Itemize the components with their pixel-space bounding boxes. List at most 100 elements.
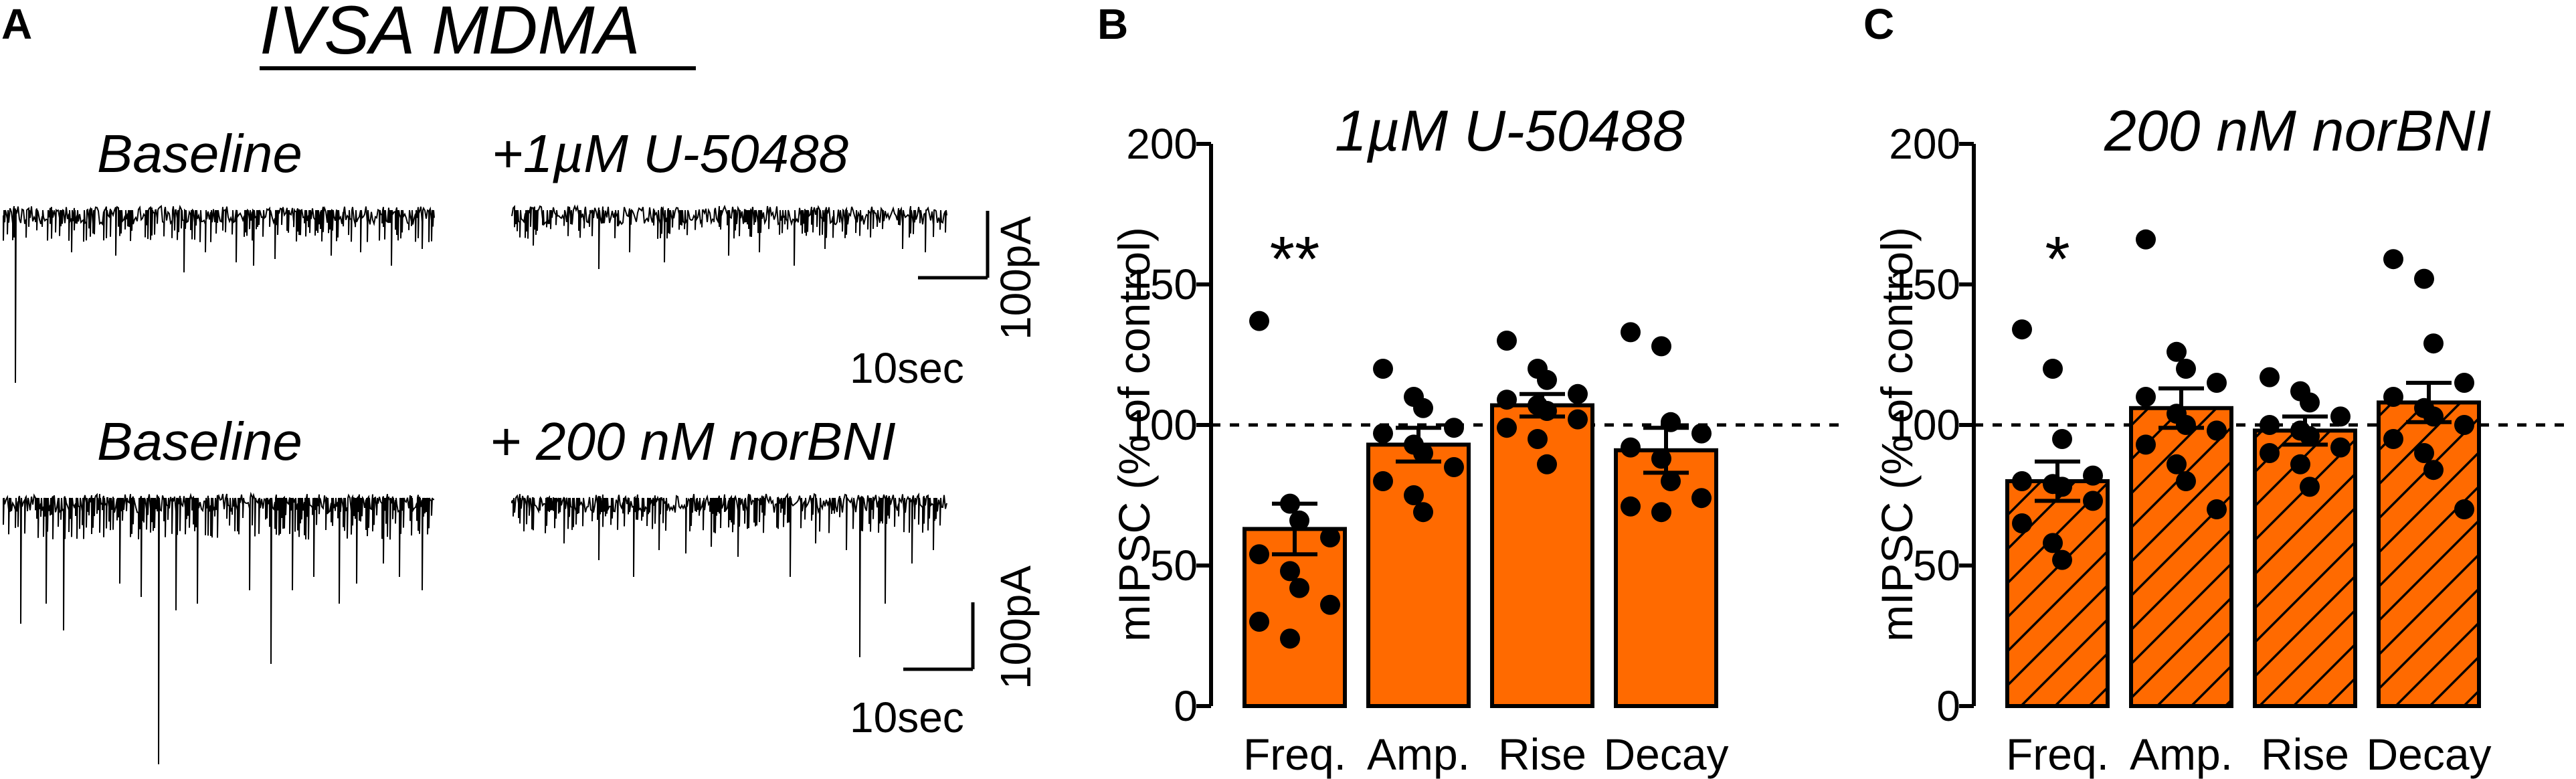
data-point	[2330, 406, 2351, 427]
data-point	[1528, 429, 1548, 449]
data-point	[2176, 415, 2196, 435]
data-point	[2207, 420, 2227, 441]
y-tick-label: 100	[1889, 401, 1960, 449]
category-label: Decay	[2366, 729, 2491, 779]
data-point	[1568, 383, 1588, 404]
data-point	[1621, 437, 1641, 458]
data-point	[2383, 429, 2403, 449]
data-point	[1497, 390, 1517, 410]
data-point	[2414, 268, 2434, 289]
scale-time-2: 10sec	[850, 693, 964, 742]
data-point	[2423, 333, 2444, 354]
data-point	[2423, 460, 2444, 481]
trace-norbni	[511, 492, 947, 658]
scale-time-1: 10sec	[850, 344, 964, 392]
scale-current-1: 100pA	[992, 216, 1040, 340]
data-point	[2136, 387, 2156, 407]
category-label: Freq.	[1243, 729, 1346, 779]
data-point	[2012, 513, 2032, 533]
data-point	[1444, 457, 1464, 477]
category-label: Amp.	[2130, 729, 2233, 779]
y-tick-label: 200	[1889, 120, 1960, 168]
data-point	[1621, 496, 1641, 517]
category-label: Rise	[2261, 729, 2349, 779]
panel-b: B 1µM U-50488 mIPSC (% of control) 0 50 10…	[1097, 0, 1840, 779]
trace-label-norbni: + 200 nM norBNI	[490, 412, 896, 471]
panel-b-chart: 0 50 100 150 200 Freq. ** Amp. Rise Decay	[1126, 120, 1840, 779]
category-label: Freq.	[2006, 729, 2109, 779]
bar-rise	[2253, 428, 2357, 709]
panel-b-ylabel: mIPSC (% of control)	[1109, 227, 1159, 642]
significance-mark: **	[1270, 224, 1320, 295]
data-point	[1651, 336, 1671, 357]
data-point	[2052, 549, 2072, 570]
data-point	[1289, 578, 1309, 598]
data-point	[1413, 398, 1433, 418]
y-tick-label: 0	[1936, 682, 1960, 730]
data-point	[2043, 533, 2063, 553]
scale-current-2: 100pA	[992, 566, 1040, 689]
data-point	[1444, 418, 1464, 438]
trace-label-baseline-1: Baseline	[97, 124, 302, 183]
trace-label-baseline-2: Baseline	[97, 412, 302, 471]
data-point	[2136, 434, 2156, 455]
data-point	[2383, 249, 2403, 270]
data-point	[2260, 443, 2280, 463]
data-point	[1651, 502, 1671, 523]
data-point	[1651, 448, 1671, 469]
panel-c-letter: C	[1863, 0, 1894, 48]
data-point	[1413, 502, 1433, 523]
data-point	[1661, 471, 1681, 491]
data-point	[1280, 561, 1300, 582]
data-point	[2207, 373, 2227, 393]
data-point	[2383, 387, 2403, 407]
data-point	[2176, 471, 2196, 491]
data-point	[2176, 359, 2196, 379]
panel-a-title: IVSA MDMA	[260, 0, 640, 68]
data-point	[1249, 311, 1269, 331]
category-label: Amp.	[1367, 729, 1470, 779]
data-point	[1404, 485, 1424, 505]
data-point	[1691, 423, 1712, 444]
panel-c-ylabel: mIPSC (% of control)	[1872, 227, 1922, 642]
data-point	[2012, 471, 2032, 491]
y-tick-label: 200	[1126, 120, 1198, 168]
scale-bar-2: 10sec 100pA	[850, 566, 1040, 742]
data-point	[2012, 319, 2032, 340]
category-label: Decay	[1603, 729, 1728, 779]
data-point	[1691, 488, 1712, 509]
data-point	[1249, 544, 1269, 565]
data-point	[2454, 499, 2474, 519]
panel-c-title: 200 nM norBNI	[2104, 99, 2491, 163]
data-point	[2300, 392, 2320, 413]
data-point	[2454, 415, 2474, 435]
trace-label-u50488: +1µM U-50488	[492, 124, 849, 183]
data-point	[2290, 454, 2310, 474]
data-point	[2136, 229, 2156, 250]
data-point	[1373, 359, 1393, 379]
data-point	[2414, 443, 2434, 463]
data-point	[1497, 418, 1517, 438]
data-point	[2043, 359, 2063, 379]
y-tick-label: 150	[1126, 260, 1198, 309]
data-point	[2167, 341, 2187, 362]
data-point	[1249, 612, 1269, 632]
scale-bar-1: 10sec 100pA	[850, 211, 1040, 392]
data-point	[1497, 331, 1517, 351]
data-point	[2207, 499, 2227, 519]
category-label: Rise	[1498, 729, 1586, 779]
y-tick-label: 0	[1174, 682, 1198, 730]
data-point	[2167, 454, 2187, 474]
significance-mark: *	[2045, 224, 2069, 295]
data-point	[2052, 429, 2072, 449]
y-tick-label: 50	[1150, 541, 1198, 590]
data-point	[1537, 454, 1557, 474]
trace-u50488	[511, 204, 947, 270]
panel-c-chart: 0 50 100 150 200 Freq. * Amp. Rise Decay	[1889, 120, 2566, 779]
trace-baseline-1	[3, 204, 435, 383]
y-tick-label: 150	[1889, 260, 1960, 309]
panel-b-title: 1µM U-50488	[1335, 99, 1685, 163]
panel-a-letter: A	[1, 0, 32, 48]
data-point	[1320, 594, 1340, 615]
